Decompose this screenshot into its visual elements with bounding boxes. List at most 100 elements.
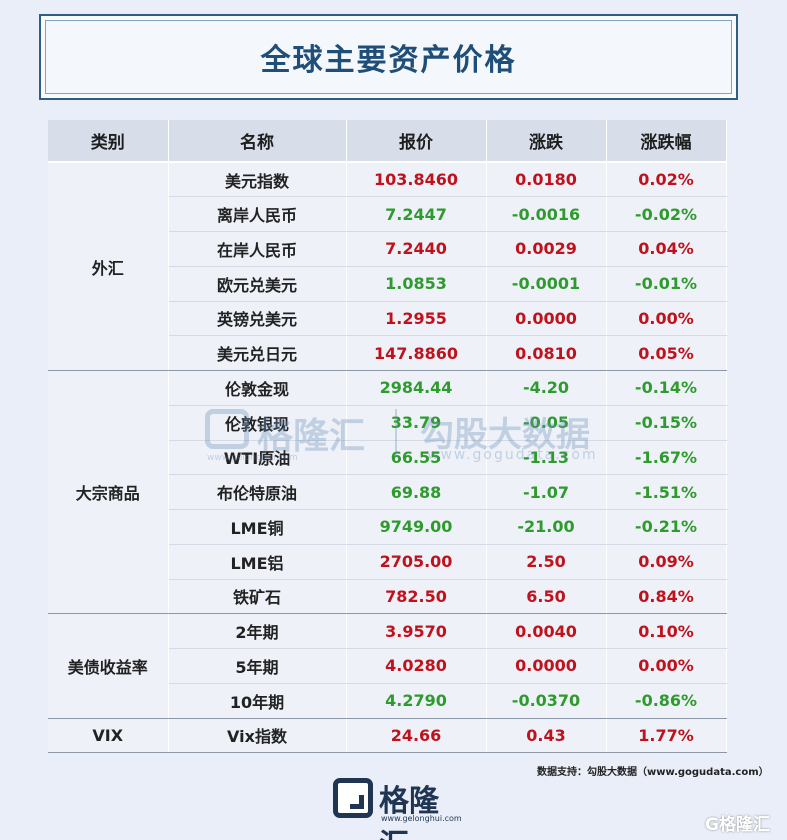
name-cell: 伦敦金现 [168,370,347,406]
change-pct-cell: 0.05% [606,335,727,371]
change-cell: -0.0001 [486,266,607,302]
change-pct-cell: 0.00% [606,648,727,684]
name-cell: 5年期 [168,648,347,684]
table-row: LME铜 9749.00 -21.00 -0.21% [48,509,727,545]
data-source-note: 数据支持：勾股大数据（www.gogudata.com） [537,767,769,778]
table-row: 5年期 4.0280 0.0000 0.00% [48,648,727,684]
table-row: 外汇 美元指数 103.8460 0.0180 0.02% [48,162,727,371]
table-row: WTI原油 66.55 -1.13 -1.67% [48,440,727,476]
name-cell: 离岸人民币 [168,196,347,232]
name-cell: 布伦特原油 [168,474,347,510]
title-box: 全球主要资产价格 [39,14,738,100]
header-price: 报价 [346,120,487,163]
change-pct-cell: -0.02% [606,196,727,232]
price-cell: 782.50 [346,579,487,615]
change-cell: 0.43 [486,718,607,754]
change-pct-cell: 0.10% [606,613,727,649]
change-cell: 0.0029 [486,231,607,267]
price-cell: 2705.00 [346,544,487,580]
name-cell: LME铜 [168,509,347,545]
name-cell: Vix指数 [168,718,347,754]
change-pct-cell: -0.14% [606,370,727,406]
table-row: 美债收益率 2年期 3.9570 0.0040 0.10% [48,613,727,719]
price-cell: 24.66 [346,718,487,754]
change-cell: -4.20 [486,370,607,406]
change-pct-cell: -0.86% [606,683,727,719]
name-cell: LME铝 [168,544,347,580]
category-cell: 美债收益率 [48,613,169,719]
change-cell: -21.00 [486,509,607,545]
table-row: VIX Vix指数 24.66 0.43 1.77% [48,718,727,754]
asset-price-table: 类别 名称 报价 涨跌 涨跌幅 外汇 美元指数 103.8460 0.0180 0.02… [48,120,727,754]
price-cell: 33.79 [346,405,487,441]
name-cell: 在岸人民币 [168,231,347,267]
change-pct-cell: 0.84% [606,579,727,615]
change-cell: 0.0040 [486,613,607,649]
table-row: 10年期 4.2790 -0.0370 -0.86% [48,683,727,719]
table-row: 大宗商品 伦敦金现 2984.44 -4.20 -0.14% [48,370,727,615]
name-cell: 2年期 [168,613,347,649]
table-row: 在岸人民币 7.2440 0.0029 0.04% [48,231,727,267]
table-row: 美元兑日元 147.8860 0.0810 0.05% [48,335,727,371]
change-pct-cell: 0.02% [606,162,727,198]
price-cell: 66.55 [346,440,487,476]
price-cell: 4.0280 [346,648,487,684]
page-title: 全球主要资产价格 [260,43,517,78]
price-cell: 69.88 [346,474,487,510]
name-cell: 10年期 [168,683,347,719]
change-pct-cell: -0.15% [606,405,727,441]
title-inner: 全球主要资产价格 [45,20,732,94]
table-row: 英镑兑美元 1.2955 0.0000 0.00% [48,301,727,337]
name-cell: 英镑兑美元 [168,301,347,337]
table-row: 离岸人民币 7.2447 -0.0016 -0.02% [48,196,727,232]
logo-g-icon [333,778,373,818]
change-pct-cell: -1.67% [606,440,727,476]
change-cell: 0.0180 [486,162,607,198]
price-cell: 3.9570 [346,613,487,649]
category-cell: 外汇 [48,162,169,371]
price-cell: 1.0853 [346,266,487,302]
change-cell: -1.13 [486,440,607,476]
change-cell: 0.0000 [486,648,607,684]
change-cell: 0.0810 [486,335,607,371]
table-row: LME铝 2705.00 2.50 0.09% [48,544,727,580]
logo-name: 格隆汇 [379,784,439,840]
change-cell: -0.0016 [486,196,607,232]
header-category: 类别 [48,120,169,163]
price-cell: 2984.44 [346,370,487,406]
table-header-row: 类别 名称 报价 涨跌 涨跌幅 [48,120,727,163]
category-cell: 大宗商品 [48,370,169,615]
category-cell: VIX [48,718,169,754]
price-cell: 9749.00 [346,509,487,545]
price-cell: 4.2790 [346,683,487,719]
change-cell: 0.0000 [486,301,607,337]
change-cell: 2.50 [486,544,607,580]
table-row: 布伦特原油 69.88 -1.07 -1.51% [48,474,727,510]
change-pct-cell: 0.04% [606,231,727,267]
table-body: 外汇 美元指数 103.8460 0.0180 0.02% 离岸人民币 7.2447 -0.0… [48,162,727,754]
change-cell: -1.07 [486,474,607,510]
header-change: 涨跌 [486,120,607,163]
change-pct-cell: 1.77% [606,718,727,754]
change-pct-cell: 0.00% [606,301,727,337]
change-pct-cell: -1.51% [606,474,727,510]
change-pct-cell: -0.21% [606,509,727,545]
price-cell: 7.2447 [346,196,487,232]
name-cell: 美元指数 [168,162,347,198]
change-pct-cell: -0.01% [606,266,727,302]
change-pct-cell: 0.09% [606,544,727,580]
name-cell: WTI原油 [168,440,347,476]
logo-url: www.gelonghui.com [381,814,462,823]
price-cell: 7.2440 [346,231,487,267]
table-row: 伦敦银现 33.79 -0.05 -0.15% [48,405,727,441]
change-cell: -0.0370 [486,683,607,719]
name-cell: 铁矿石 [168,579,347,615]
name-cell: 美元兑日元 [168,335,347,371]
header-name: 名称 [168,120,347,163]
change-cell: 6.50 [486,579,607,615]
header-change-pct: 涨跌幅 [606,120,727,163]
price-cell: 147.8860 [346,335,487,371]
footer-logo: 格隆汇 www.gelonghui.com [333,778,463,840]
name-cell: 伦敦银现 [168,405,347,441]
change-cell: -0.05 [486,405,607,441]
